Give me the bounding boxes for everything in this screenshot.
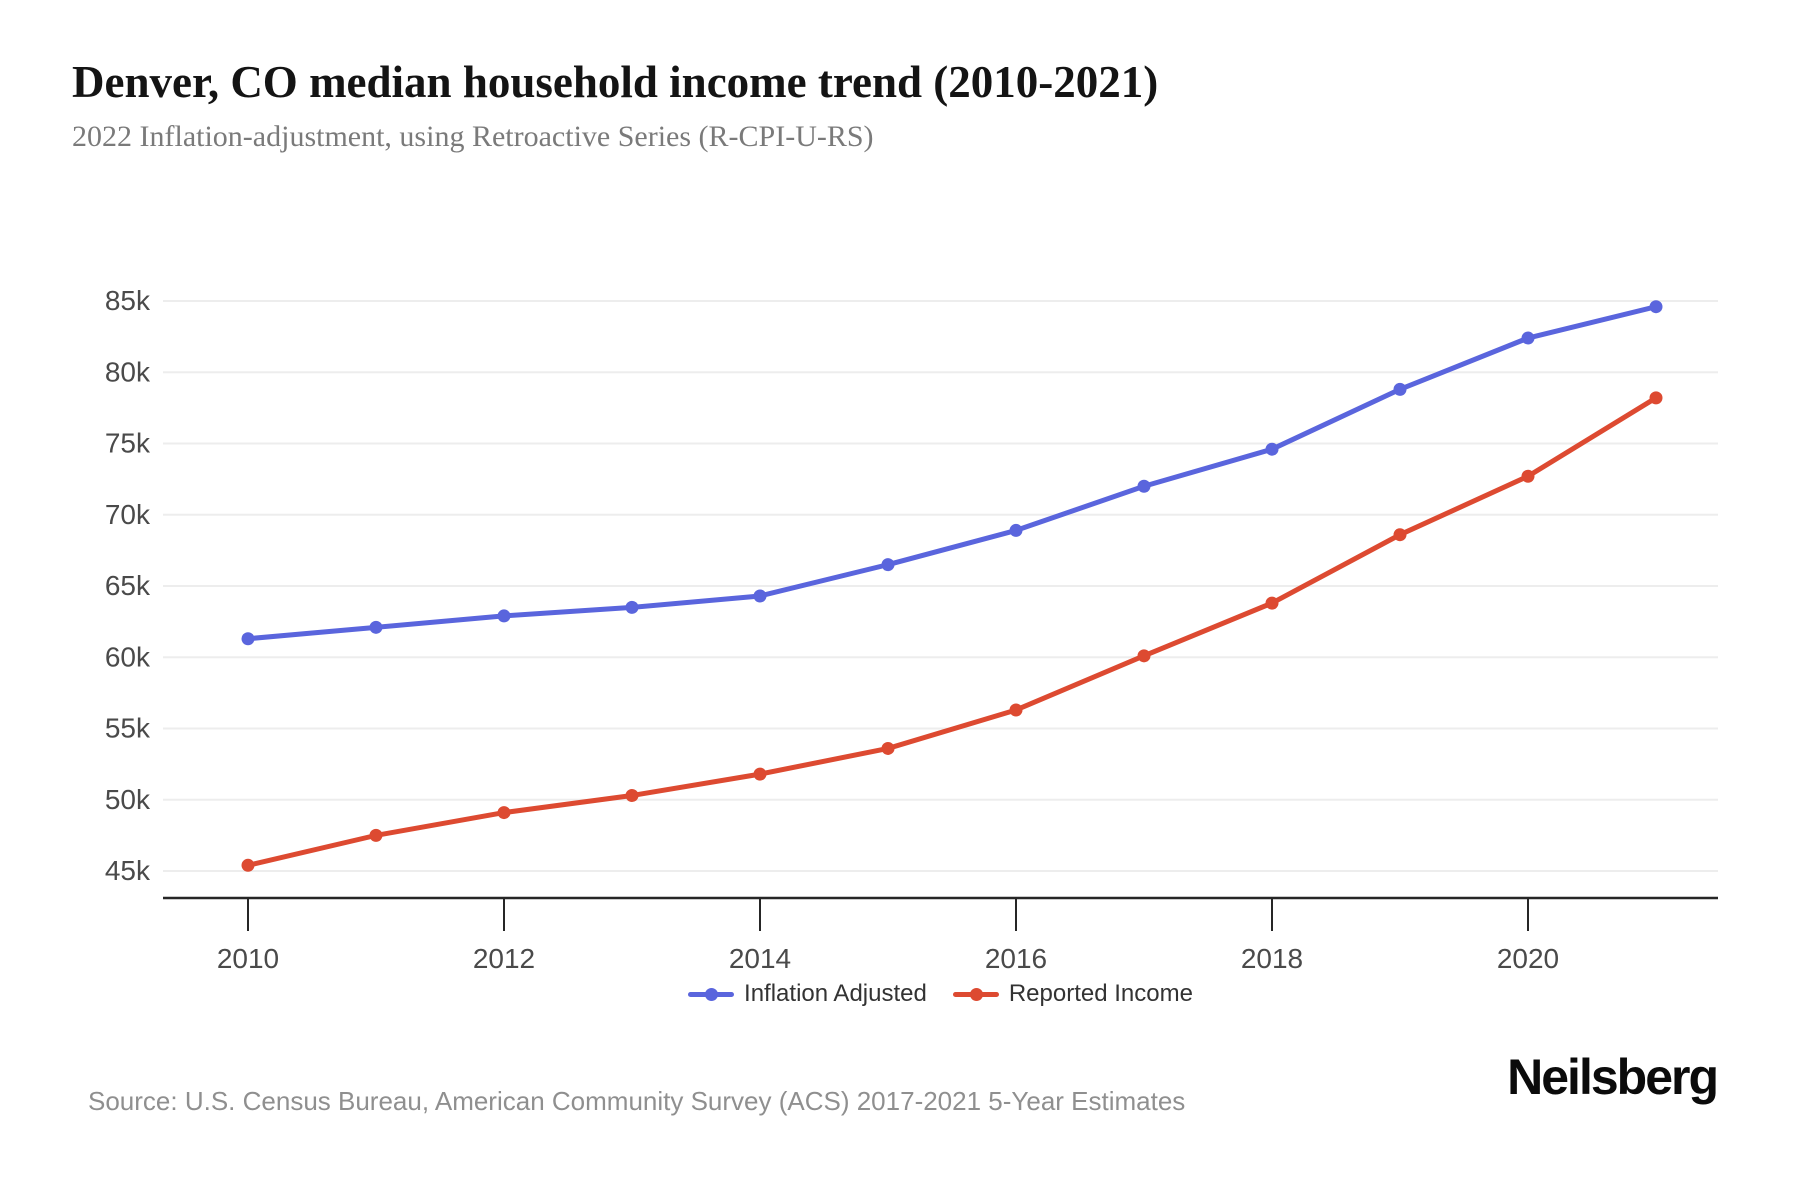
x-axis-tick-label: 2012 — [473, 943, 535, 974]
chart-subtitle: 2022 Inflation-adjustment, using Retroac… — [72, 120, 874, 153]
data-point-inflation-adjusted[interactable] — [241, 632, 255, 646]
data-point-inflation-adjusted[interactable] — [1521, 331, 1535, 345]
x-axis-tick-label: 2014 — [729, 943, 791, 974]
data-point-inflation-adjusted[interactable] — [753, 589, 767, 603]
legend-line-marker-icon — [688, 987, 735, 1001]
data-point-inflation-adjusted[interactable] — [625, 600, 639, 614]
data-point-inflation-adjusted[interactable] — [1649, 300, 1663, 314]
x-axis-tick-label: 2016 — [985, 943, 1047, 974]
y-axis-tick-label: 60k — [105, 641, 151, 672]
y-axis-tick-label: 85k — [105, 285, 151, 316]
data-point-reported-income[interactable] — [497, 806, 511, 820]
legend-marker-dot — [705, 988, 719, 1001]
data-point-inflation-adjusted[interactable] — [1137, 479, 1151, 493]
data-point-reported-income[interactable] — [1009, 703, 1023, 717]
x-axis-tick-label: 2018 — [1241, 943, 1303, 974]
y-axis-tick-label: 45k — [105, 855, 151, 886]
data-point-inflation-adjusted[interactable] — [1393, 382, 1407, 396]
data-point-reported-income[interactable] — [369, 828, 383, 842]
legend-label: Inflation Adjusted — [744, 980, 927, 1007]
x-axis-tick-label: 2020 — [1497, 943, 1559, 974]
series-line-inflation-adjusted[interactable] — [245, 304, 1659, 642]
y-axis-tick-label: 75k — [105, 428, 151, 459]
data-point-inflation-adjusted[interactable] — [1009, 523, 1023, 537]
y-axis-tick-label: 80k — [105, 356, 151, 387]
data-point-inflation-adjusted[interactable] — [881, 558, 895, 572]
data-point-reported-income[interactable] — [1137, 649, 1151, 663]
legend-item-reported-income[interactable]: Reported Income — [952, 980, 1193, 1008]
neilsberg-logo: Neilsberg — [1507, 1049, 1719, 1105]
y-axis-tick-label: 70k — [105, 499, 151, 530]
data-point-inflation-adjusted[interactable] — [497, 609, 511, 623]
data-point-reported-income[interactable] — [625, 788, 639, 802]
legend-line-marker-icon — [952, 987, 999, 1001]
data-point-reported-income[interactable] — [241, 858, 255, 872]
data-point-reported-income[interactable] — [753, 767, 767, 781]
legend-item-inflation-adjusted[interactable]: Inflation Adjusted — [688, 980, 927, 1008]
legend-marker-dot — [969, 988, 983, 1001]
data-point-reported-income[interactable] — [1649, 391, 1663, 405]
y-axis-tick-label: 55k — [105, 713, 151, 744]
data-point-reported-income[interactable] — [1521, 469, 1535, 483]
source-attribution: Source: U.S. Census Bureau, American Com… — [88, 1086, 1186, 1116]
data-point-reported-income[interactable] — [881, 741, 895, 755]
data-point-reported-income[interactable] — [1265, 596, 1279, 610]
data-point-inflation-adjusted[interactable] — [1265, 442, 1279, 456]
chart-legend: Inflation Adjusted Reported Income — [163, 980, 1718, 1008]
series-line-reported-income[interactable] — [245, 395, 1659, 868]
x-axis-tick-label: 2010 — [217, 943, 279, 974]
chart-title: Denver, CO median household income trend… — [72, 57, 1159, 107]
data-point-reported-income[interactable] — [1393, 528, 1407, 542]
y-axis-tick-label: 50k — [105, 784, 151, 815]
legend-label: Reported Income — [1008, 980, 1193, 1007]
data-point-inflation-adjusted[interactable] — [369, 620, 383, 634]
y-axis-tick-label: 65k — [105, 570, 151, 601]
